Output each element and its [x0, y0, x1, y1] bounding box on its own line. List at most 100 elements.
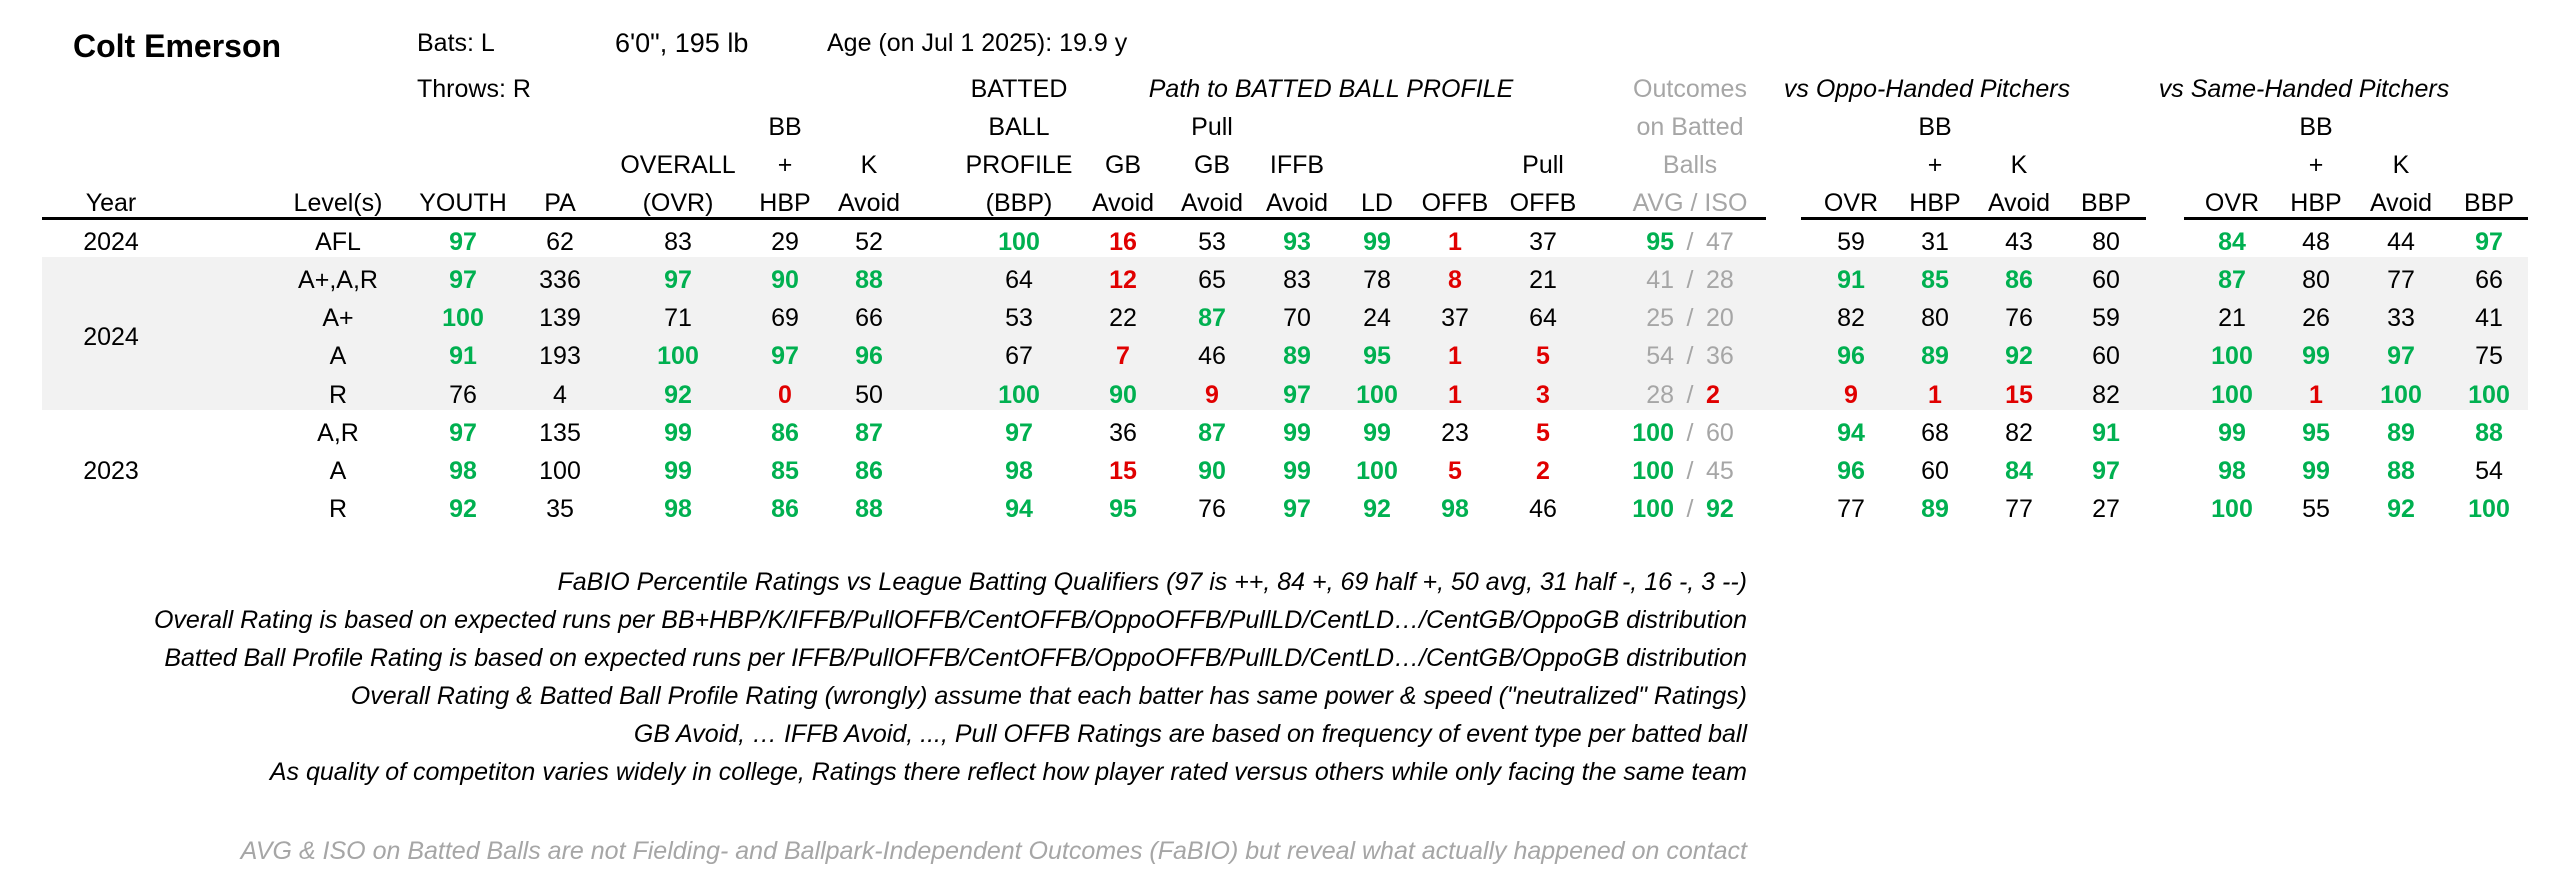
cell-s-bb: 99	[2302, 457, 2330, 485]
column-header: Avoid	[1265, 189, 1329, 217]
cell-ld: 95	[1363, 342, 1391, 370]
cell-s-k: 88	[2387, 457, 2415, 485]
cell-s-bbp: 54	[2475, 457, 2503, 485]
cell-s-ovr: 100	[2211, 342, 2253, 370]
column-header: OVERALL	[620, 151, 736, 179]
cell-pulloffb: 5	[1536, 342, 1550, 370]
cell-pulloffb: 64	[1529, 304, 1557, 332]
cell-offb: 1	[1448, 228, 1462, 256]
cell-o-bb: 80	[1921, 304, 1949, 332]
group-header-vs-oppo: vs Oppo-Handed Pitchers	[1783, 75, 2071, 103]
cell-o-ovr: 82	[1837, 304, 1865, 332]
cell-o-bb: 89	[1921, 342, 1949, 370]
column-header: Level(s)	[293, 189, 383, 217]
cell-s-ovr: 98	[2218, 457, 2246, 485]
cell-iso: 2	[1706, 381, 1720, 409]
cell-bbhbp: 0	[778, 381, 792, 409]
cell-bbp: 100	[998, 228, 1040, 256]
cell-iffb: 83	[1283, 266, 1311, 294]
cell-s-bbp: 66	[2475, 266, 2503, 294]
cell-s-bbp: 100	[2468, 495, 2510, 523]
note-line: Batted Ball Profile Rating is based on e…	[164, 644, 1747, 672]
cell-gbavoid: 90	[1109, 381, 1137, 409]
cell-o-bb: 68	[1921, 419, 1949, 447]
cell-ovr: 71	[664, 304, 692, 332]
cell-s-bbp: 75	[2475, 342, 2503, 370]
cell-o-ovr: 96	[1837, 457, 1865, 485]
cell-s-bb: 95	[2302, 419, 2330, 447]
year-cell: 2024	[83, 323, 139, 351]
cell-ovr: 98	[664, 495, 692, 523]
cell-bbhbp: 86	[771, 495, 799, 523]
cell-o-bbp: 27	[2092, 495, 2120, 523]
column-header: GB	[1193, 151, 1231, 179]
cell-iffb: 93	[1283, 228, 1311, 256]
cell-s-bb: 55	[2302, 495, 2330, 523]
column-header: PROFILE	[965, 151, 1073, 179]
cell-o-k: 77	[2005, 495, 2033, 523]
cell-avg: 100	[1632, 419, 1674, 447]
cell-kavoid: 86	[855, 457, 883, 485]
cell-gbavoid: 12	[1109, 266, 1137, 294]
column-header: +	[777, 151, 793, 179]
cell-gbavoid: 22	[1109, 304, 1137, 332]
cell-level: AFL	[315, 228, 361, 256]
cell-s-k: 33	[2387, 304, 2415, 332]
column-header: GB	[1104, 151, 1142, 179]
cell-o-bbp: 59	[2092, 304, 2120, 332]
cell-s-ovr: 21	[2218, 304, 2246, 332]
cell-avg: 54	[1646, 342, 1674, 370]
column-header: IFFB	[1269, 151, 1325, 179]
cell-offb: 23	[1441, 419, 1469, 447]
cell-iso: 20	[1706, 304, 1734, 332]
note-line: GB Avoid, … IFFB Avoid, ..., Pull OFFB R…	[633, 720, 1747, 748]
column-header: BB	[1918, 113, 1952, 141]
cell-s-bb: 80	[2302, 266, 2330, 294]
note-line: Overall Rating is based on expected runs…	[153, 606, 1747, 634]
cell-ovr: 97	[664, 266, 692, 294]
column-header: Avoid	[1987, 189, 2051, 217]
cell-gbavoid: 95	[1109, 495, 1137, 523]
group-header-path: Path to BATTED BALL PROFILE	[1148, 75, 1514, 103]
column-header: Outcomes	[1633, 75, 1747, 103]
cell-s-k: 92	[2387, 495, 2415, 523]
cell-pa: 139	[539, 304, 581, 332]
cell-bbhbp: 90	[771, 266, 799, 294]
column-header: Avoid	[1091, 189, 1155, 217]
cell-youth: 97	[449, 266, 477, 294]
column-header: BB	[768, 113, 802, 141]
cell-bbhbp: 29	[771, 228, 799, 256]
avg-iso-separator: /	[1686, 381, 1694, 409]
avg-iso-separator: /	[1686, 342, 1694, 370]
column-header: Avoid	[837, 189, 901, 217]
size-info: 6'0", 195 lb	[615, 28, 749, 58]
cell-ovr: 83	[664, 228, 692, 256]
cell-s-bbp: 88	[2475, 419, 2503, 447]
avg-iso-separator: /	[1686, 419, 1694, 447]
column-header: OVR	[1823, 189, 1879, 217]
cell-pullgb: 65	[1198, 266, 1226, 294]
cell-level: A	[329, 342, 347, 370]
cell-pulloffb: 3	[1536, 381, 1550, 409]
cell-youth: 91	[449, 342, 477, 370]
column-header: K	[2010, 151, 2028, 179]
column-header: +	[1927, 151, 1943, 179]
cell-pullgb: 90	[1198, 457, 1226, 485]
cell-iso: 28	[1706, 266, 1734, 294]
cell-pullgb: 87	[1198, 304, 1226, 332]
cell-kavoid: 87	[855, 419, 883, 447]
cell-iso: 47	[1706, 228, 1734, 256]
cell-bbp: 98	[1005, 457, 1033, 485]
cell-pulloffb: 5	[1536, 419, 1550, 447]
cell-iso: 36	[1706, 342, 1734, 370]
avg-iso-separator: /	[1686, 228, 1694, 256]
header-underline-main	[42, 217, 1766, 220]
cell-pa: 4	[553, 381, 567, 409]
cell-iffb: 89	[1283, 342, 1311, 370]
cell-iffb: 97	[1283, 495, 1311, 523]
cell-gbavoid: 16	[1109, 228, 1137, 256]
cell-offb: 37	[1441, 304, 1469, 332]
cell-offb: 5	[1448, 457, 1462, 485]
cell-kavoid: 66	[855, 304, 883, 332]
header-underline-same	[2184, 217, 2528, 220]
